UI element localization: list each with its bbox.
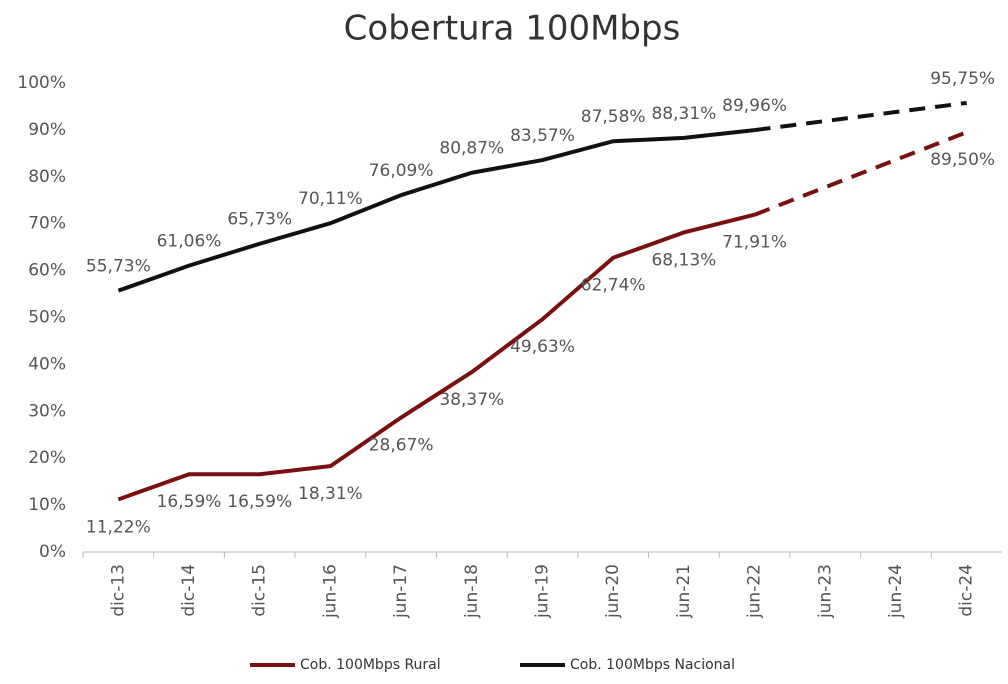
y-tick-label: 100%	[17, 73, 66, 93]
x-tick-label: jun-16	[320, 564, 340, 619]
data-label: 55,73%	[86, 257, 151, 277]
series-line	[117, 128, 755, 293]
data-label: 62,74%	[581, 276, 646, 296]
data-label: 18,31%	[298, 484, 363, 504]
x-tick-label: jun-18	[462, 564, 482, 619]
data-label: 28,67%	[369, 436, 434, 456]
x-tick-label: jun-17	[391, 564, 411, 619]
y-tick-label: 80%	[28, 167, 66, 187]
data-label: 70,11%	[298, 189, 363, 209]
projection-line	[754, 100, 967, 133]
y-tick-label: 0%	[39, 542, 66, 562]
y-tick-label: 30%	[28, 401, 66, 421]
x-tick-label: dic-24	[957, 564, 977, 617]
x-tick-label: dic-13	[108, 564, 128, 617]
data-label: 89,96%	[722, 96, 787, 116]
data-label: 83,57%	[510, 126, 575, 146]
y-tick-label: 70%	[28, 214, 66, 234]
data-label: 95,75%	[930, 69, 995, 89]
x-tick-label: dic-14	[179, 564, 199, 617]
data-label: 76,09%	[369, 161, 434, 181]
x-tick-label: jun-22	[745, 564, 765, 619]
x-tick-label: dic-15	[250, 564, 270, 617]
series-line	[117, 212, 756, 502]
data-label: 88,31%	[651, 104, 716, 124]
data-label: 61,06%	[157, 232, 222, 252]
data-label: 38,37%	[439, 390, 504, 410]
y-tick-label: 10%	[28, 495, 66, 515]
y-tick-label: 90%	[28, 120, 66, 140]
data-label: 71,91%	[722, 233, 787, 253]
y-tick-label: 40%	[28, 354, 66, 374]
data-label: 89,50%	[930, 150, 995, 170]
data-label: 68,13%	[651, 250, 716, 270]
data-label: 80,87%	[439, 139, 504, 159]
chart-title: Cobertura 100Mbps	[344, 9, 681, 49]
y-tick-label: 50%	[28, 308, 66, 328]
x-tick-label: jun-19	[533, 564, 553, 619]
x-tick-label: jun-20	[603, 564, 623, 619]
projection-line	[753, 130, 968, 217]
x-tick-label: jun-21	[674, 564, 694, 619]
y-tick-label: 60%	[28, 261, 66, 281]
y-tick-label: 20%	[28, 448, 66, 468]
data-label: 16,59%	[227, 492, 292, 512]
data-label: 11,22%	[86, 517, 151, 537]
x-tick-label: jun-23	[815, 564, 835, 619]
data-label: 49,63%	[510, 337, 575, 357]
data-label: 65,73%	[227, 210, 292, 230]
legend-label: Cob. 100Mbps Rural	[300, 657, 441, 673]
x-tick-label: jun-24	[886, 564, 906, 619]
data-label: 16,59%	[157, 492, 222, 512]
data-label: 87,58%	[581, 107, 646, 127]
legend-label: Cob. 100Mbps Nacional	[570, 657, 735, 673]
